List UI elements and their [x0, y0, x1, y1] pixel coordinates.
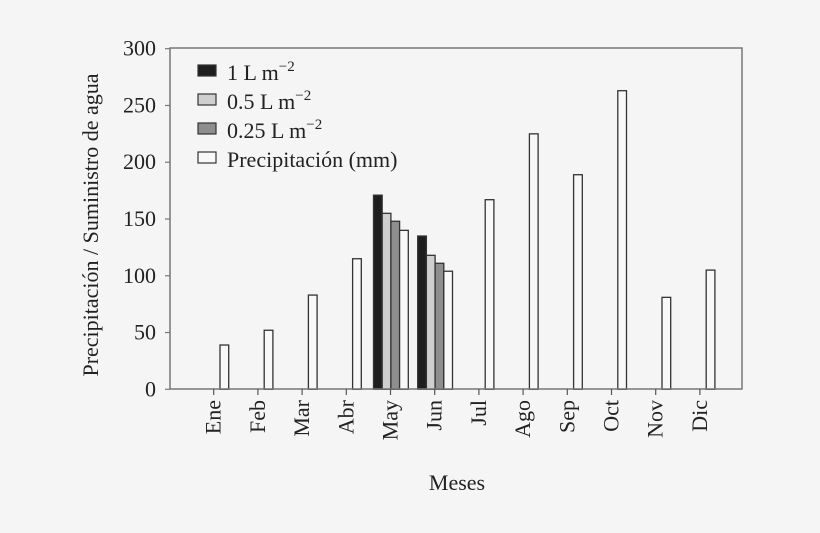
bar-jun-series-1	[425, 254, 436, 390]
y-tick-label: 250	[123, 92, 156, 117]
x-tick-label: Mar	[289, 399, 314, 436]
x-tick-label: Dic	[687, 400, 712, 432]
legend-label: 0.25 L m−2	[227, 117, 322, 143]
legend-swatch	[197, 93, 217, 106]
legend-swatch	[197, 122, 217, 135]
legend: 1 L m−20.5 L m−20.25 L m−2Precipitación …	[197, 59, 397, 172]
y-axis-label: Precipitación / Suministro de agua	[78, 73, 103, 376]
bar-mar-series-3	[307, 294, 318, 390]
legend-label: 0.5 L m−2	[227, 88, 311, 114]
bar-feb-series-3	[263, 329, 274, 390]
x-tick-label: Feb	[245, 400, 270, 433]
bar-ago-series-3	[528, 133, 539, 390]
legend-label-superscript: −2	[279, 59, 295, 75]
legend-label-text: 0.25 L m	[227, 118, 306, 143]
x-tick-label: Ene	[201, 400, 226, 434]
bar-may-series-1	[381, 212, 392, 390]
bar-jul-series-3	[484, 199, 495, 390]
bar-sep-series-3	[572, 174, 583, 390]
y-tick-label: 150	[123, 206, 156, 231]
bar-may-series-0	[372, 194, 383, 390]
bar-nov-series-3	[661, 296, 672, 390]
y-tick-label: 300	[123, 36, 156, 61]
legend-label-text: Precipitación (mm)	[227, 147, 397, 172]
legend-swatch	[197, 64, 217, 77]
x-tick-label: Oct	[599, 400, 624, 432]
bar-jun-series-2	[434, 262, 445, 390]
bar-jun-series-0	[417, 235, 428, 390]
bar-may-series-3	[398, 229, 409, 390]
legend-label: 1 L m−2	[227, 59, 295, 85]
x-tick-label: May	[378, 400, 403, 440]
y-tick-label: 200	[123, 149, 156, 174]
y-tick-label: 100	[123, 263, 156, 288]
bar-may-series-2	[390, 220, 401, 390]
x-tick-label: Abr	[333, 399, 358, 434]
legend-label-superscript: −2	[295, 88, 311, 104]
x-tick-label: Sep	[554, 400, 579, 433]
x-tick-label: Jun	[422, 400, 447, 431]
legend-label-text: 1 L m	[227, 60, 279, 85]
legend-label-text: 0.5 L m	[227, 89, 295, 114]
x-tick-label: Ago	[510, 400, 535, 438]
x-tick-label: Nov	[643, 400, 668, 438]
x-axis-label: Meses	[429, 470, 485, 495]
bar-oct-series-3	[617, 90, 628, 390]
bar-abr-series-3	[351, 258, 362, 390]
legend-label-superscript: −2	[306, 117, 322, 133]
x-tick-label: Jul	[466, 400, 491, 426]
bar-dic-series-3	[705, 269, 716, 390]
bar-ene-series-3	[219, 344, 230, 390]
bar-jun-series-3	[443, 270, 454, 390]
y-tick-label: 50	[134, 320, 156, 345]
legend-swatch	[197, 151, 217, 164]
y-tick-label: 0	[145, 376, 156, 401]
legend-label: Precipitación (mm)	[227, 147, 397, 172]
